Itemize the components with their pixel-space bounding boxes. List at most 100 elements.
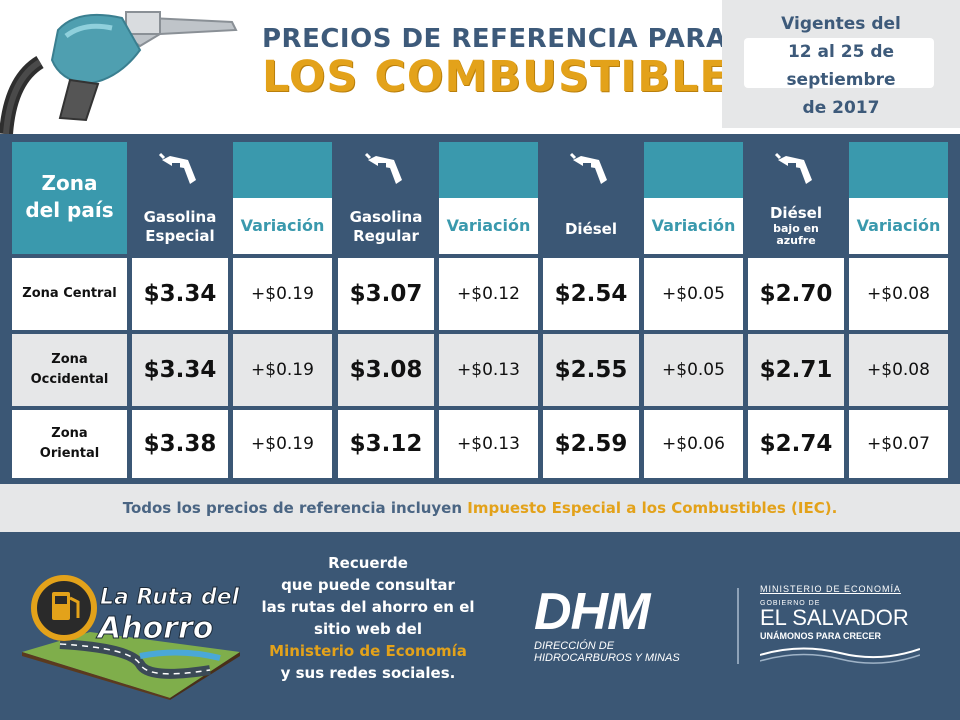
footer: La Ruta del Ahorro Recuerde que puede co… [0, 532, 960, 720]
message-ministry-link: Ministerio de Economía [269, 642, 467, 660]
variation-cell: +$0.13 [439, 334, 538, 406]
variation-cell: +$0.13 [439, 410, 538, 478]
validity-line-4: de 2017 [802, 98, 880, 118]
fuel-pump-nozzle-icon [0, 11, 238, 134]
variation-cell: +$0.08 [849, 334, 948, 406]
variation-cell: +$0.08 [849, 258, 948, 330]
product-header-gasolina-especial: Gasolina Especial [132, 142, 228, 254]
message-line-3: las rutas del ahorro en el [261, 598, 475, 616]
note-highlight: Impuesto Especial a los Combustibles (IE… [467, 499, 832, 517]
validity-highlight [744, 38, 934, 88]
product-name: Diésel [543, 220, 639, 239]
country-name: EL SALVADOR [760, 605, 909, 630]
zone-header-line-2: del país [25, 198, 114, 222]
wave-decoration [759, 647, 921, 664]
variation-cell: +$0.06 [644, 410, 743, 478]
price-cell: $3.12 [338, 410, 434, 478]
validity-line-2: 12 al 25 de [787, 42, 895, 62]
message-line-2: que puede consultar [281, 576, 455, 594]
validity-panel: Vigentes del 12 al 25 de septiembre de 2… [722, 0, 960, 128]
zone-name-line-1: Zona Central [22, 286, 117, 301]
price-cell: $3.08 [338, 334, 434, 406]
dhm-line-1: DIRECCIÓN DE [534, 640, 615, 652]
ruta-title-line-1: La Ruta del [100, 585, 240, 610]
variation-cell: +$0.19 [233, 410, 332, 478]
price-cell: $3.34 [132, 334, 228, 406]
reminder-message: Recuerde que puede consultar las rutas d… [232, 552, 504, 684]
price-cell: $2.59 [543, 410, 639, 478]
validity-line-1: Vigentes del [781, 14, 901, 34]
header: PRECIOS DE REFERENCIA PARA LOS COMBUSTIB… [0, 0, 960, 134]
nozzle-icon [774, 152, 812, 184]
message-line-4: sitio web del [314, 620, 422, 638]
product-name-line-1: Diésel [564, 220, 617, 238]
zone-name-line-1: Zona [51, 426, 88, 441]
nozzle-icon [158, 152, 196, 184]
title-line-1: PRECIOS DE REFERENCIA PARA [262, 24, 727, 54]
dhm-wordmark: DHM [534, 583, 650, 641]
product-sub-line-1: bajo en [773, 222, 819, 235]
variation-cell: +$0.07 [849, 410, 948, 478]
government-logo: MINISTERIO DE ECONOMÍA GOBIERNO DE EL SA… [759, 584, 930, 670]
gobierno-label: GOBIERNO DE [760, 600, 821, 607]
ministry-name: MINISTERIO DE ECONOMÍA [760, 584, 902, 594]
variation-header-band [233, 142, 332, 198]
variation-header-band [439, 142, 538, 198]
la-ruta-del-ahorro-logo: La Ruta del Ahorro [22, 575, 240, 700]
variation-header: Variación [849, 142, 948, 254]
title-line-2: LOS COMBUSTIBLES [262, 52, 762, 102]
note-text: Todos los precios de referencia incluyen [122, 499, 468, 517]
zone-name-line-2: Oriental [39, 446, 100, 461]
validity-text: Vigentes del 12 al 25 de septiembre de 2… [722, 10, 960, 122]
zone-name-line-2: Occidental [30, 372, 109, 387]
zone-header-line-1: Zona [41, 171, 98, 195]
message-line-6: y sus redes sociales. [280, 664, 456, 682]
product-name: Gasolina Regular [338, 208, 434, 246]
price-cell: $2.55 [543, 334, 639, 406]
variation-header-band [644, 142, 743, 198]
variation-cell: +$0.05 [644, 258, 743, 330]
ruta-title-line-2: Ahorro [96, 611, 213, 646]
product-name-line-2: Especial [145, 227, 215, 245]
price-cell: $2.54 [543, 258, 639, 330]
zone-name-line-1: Zona [51, 352, 88, 367]
variation-cell: +$0.12 [439, 258, 538, 330]
price-cell: $2.71 [748, 334, 844, 406]
product-name-line-2: Regular [353, 227, 419, 245]
product-name: Diésel bajo en azufre [748, 204, 844, 247]
product-name-line-1: Gasolina [349, 208, 423, 226]
table-row-zone: Zona Central [12, 258, 127, 330]
product-header-gasolina-regular: Gasolina Regular [338, 142, 434, 254]
product-name: Gasolina Especial [132, 208, 228, 246]
price-cell: $3.34 [132, 258, 228, 330]
variation-header: Variación [644, 142, 743, 254]
logo-divider [737, 588, 739, 664]
variation-header-label: Variación [644, 198, 743, 254]
price-cell: $3.07 [338, 258, 434, 330]
variation-header-label: Variación [439, 198, 538, 254]
validity-line-3: septiembre [786, 70, 896, 90]
zone-column-header: Zona del país [12, 142, 127, 254]
product-name-line-1: Diésel [769, 204, 822, 222]
dhm-line-2: HIDROCARBUROS Y MINAS [534, 652, 680, 664]
nozzle-icon [364, 152, 402, 184]
price-table: Zona del país Gasolina Especial Variació… [0, 134, 960, 484]
price-cell: $2.74 [748, 410, 844, 478]
table-row-zone: Zona Occidental [12, 334, 127, 406]
slogan: UNÁMONOS PARA CRECER [760, 631, 882, 641]
product-header-diesel: Diésel [543, 142, 639, 254]
dhm-logo: DHM DIRECCIÓN DE HIDROCARBUROS Y MINAS [534, 584, 714, 664]
variation-cell: +$0.19 [233, 334, 332, 406]
tax-note: Todos los precios de referencia incluyen… [0, 484, 960, 532]
price-cell: $3.38 [132, 410, 228, 478]
variation-header-label: Variación [849, 198, 948, 254]
variation-cell: +$0.19 [233, 258, 332, 330]
variation-cell: +$0.05 [644, 334, 743, 406]
table-row-zone: Zona Oriental [12, 410, 127, 478]
variation-header: Variación [233, 142, 332, 254]
variation-header-label: Variación [233, 198, 332, 254]
product-sub-line-2: azufre [776, 234, 816, 247]
variation-header: Variación [439, 142, 538, 254]
price-cell: $2.70 [748, 258, 844, 330]
